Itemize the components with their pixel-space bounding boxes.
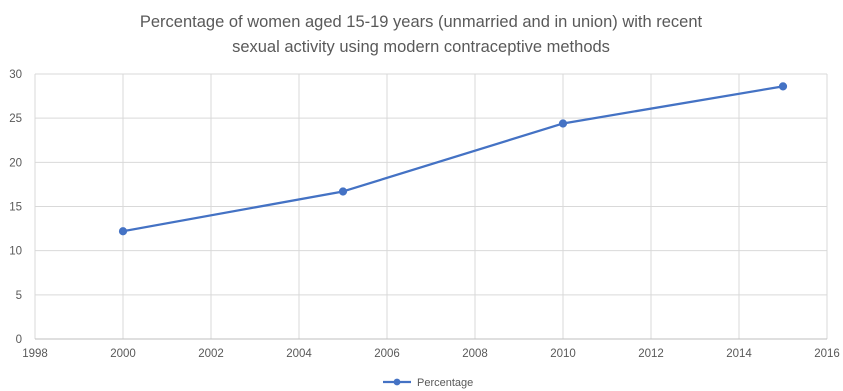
y-tick-label: 25	[9, 113, 22, 125]
y-tick-label: 0	[16, 334, 22, 346]
x-tick-label: 1998	[22, 348, 48, 360]
x-tick-label: 2010	[550, 348, 576, 360]
y-tick-label: 5	[16, 290, 22, 302]
x-tick-label: 2014	[726, 348, 752, 360]
data-point	[118, 227, 128, 236]
data-point	[778, 82, 788, 91]
legend-label: Percentage	[417, 377, 473, 389]
series-layer	[118, 82, 788, 236]
data-point	[338, 187, 348, 196]
chart-title-line-1: Percentage of women aged 15-19 years (un…	[140, 13, 703, 31]
x-tick-label: 2002	[198, 348, 224, 360]
x-tick-label: 2008	[462, 348, 488, 360]
y-tick-label: 10	[9, 246, 22, 258]
x-tick-label: 2016	[814, 348, 840, 360]
x-tick-label: 2000	[110, 348, 136, 360]
series-line	[121, 85, 785, 233]
y-tick-label: 30	[9, 69, 22, 81]
chart-title-line-2: sexual activity using modern contracepti…	[232, 38, 610, 56]
legend-marker	[393, 378, 401, 386]
y-tick-label: 20	[9, 157, 22, 169]
x-tick-label: 2004	[286, 348, 312, 360]
x-tick-label: 2012	[638, 348, 664, 360]
axes: 1998 2000 2002 2004 2006 2008 2010 2012 2014 2016…	[9, 69, 840, 360]
x-tick-label: 2006	[374, 348, 400, 360]
gridlines	[34, 73, 828, 340]
y-tick-label: 15	[9, 202, 22, 214]
legend: Percentage	[383, 377, 473, 389]
data-point	[558, 119, 568, 128]
